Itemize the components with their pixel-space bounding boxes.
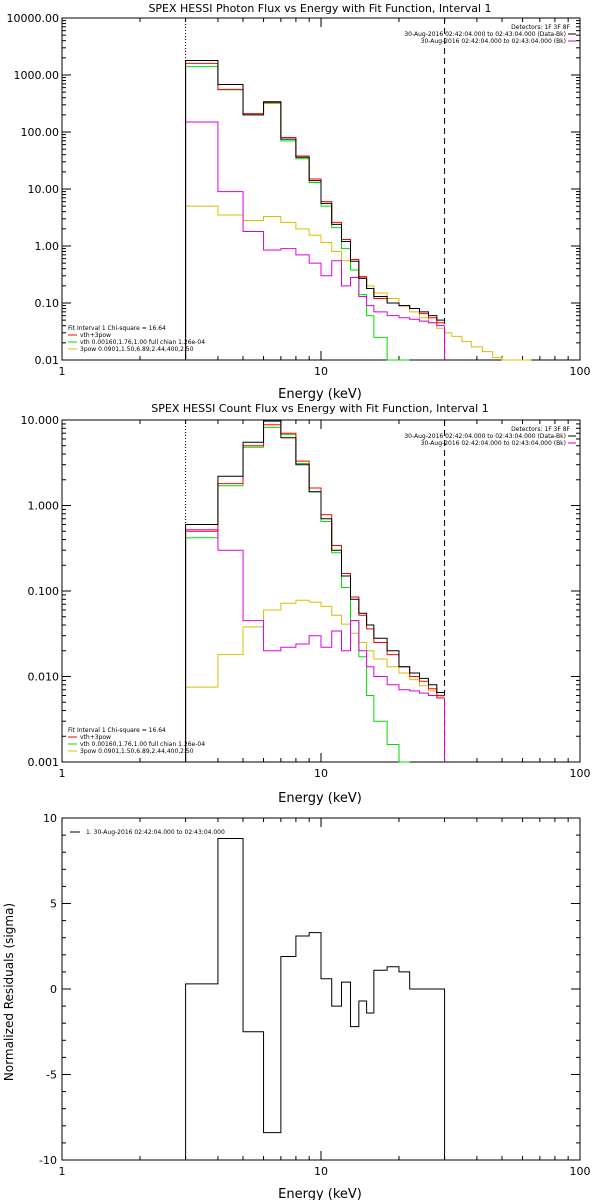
legend-entry: vth 0.00160,1.76,1.00 full chian 1.26e-0… [80,741,205,748]
y-tick-label: 0.010 [28,671,60,684]
legend-entry: vth 0.00160,1.76,1.00 full chian 1.26e-0… [80,339,205,346]
panel-title: SPEX HESSI Count Flux vs Energy with Fit… [151,402,488,415]
plot-frame [61,817,581,1161]
series-vth-0-00160-1-76-1-00-full-chian-1-26e-0 [185,426,410,763]
photon-flux-panel: SPEX HESSI Photon Flux vs Energy with Fi… [7,2,591,402]
legend-detectors: Detectors: 1F 3F 8F [511,426,570,433]
y-tick-label: 1.00 [35,240,60,253]
legend-detectors: Detectors: 1F 3F 8F [511,24,570,31]
y-tick-label: 0.001 [28,756,60,769]
y-tick-label: 0.01 [35,354,60,367]
y-tick-label: -5 [46,1069,57,1082]
x-axis-label: Energy (keV) [278,387,362,402]
x-tick-label: 10 [314,767,328,780]
series-vth-0-00160-1-76-1-00-full-chian-1-26e-0 [185,66,410,361]
legend-entry: 3pow 0.0901,1.50,6.89,2.44,400,2.50 [80,748,194,755]
y-tick-label: 1000.00 [14,69,60,82]
legend-entry: vth+3pow [80,332,111,339]
residual-histogram [185,838,446,1160]
series-30-aug-2016-02-42-04-000-to-02-43-04-000 [185,59,445,360]
y-tick-label: 10.000 [21,414,60,427]
y-tick-label: 0.100 [28,585,60,598]
residuals-panel: Energy (keV) Normalized Residuals (sigma… [2,812,591,1202]
count-flux-panel: SPEX HESSI Count Flux vs Energy with Fit… [21,402,591,806]
y-tick-label: 5 [50,898,57,911]
legend-data-label: 30-Aug-2016 02:42:04.000 to 02:43:04.000… [404,31,566,38]
series-3pow-0-0901-1-50-6-89-2-44-400-2-50 [185,205,445,360]
x-tick-label: 100 [570,365,591,378]
plot-frame [61,419,581,763]
x-tick-label: 100 [570,767,591,780]
series-vth-3pow [185,424,445,762]
y-axis-label: Normalized Residuals (sigma) [2,903,16,1081]
legend-bk-label: 30-Aug-2016 02:42:04.000 to 02:43:04.000… [421,38,566,45]
x-tick-label: 100 [570,1165,591,1178]
legend-bk-label: 30-Aug-2016 02:42:04.000 to 02:43:04.000… [421,440,566,447]
y-tick-label: 100.00 [21,126,60,139]
x-tick-label: 10 [314,365,328,378]
x-tick-label: 1 [59,365,66,378]
x-axis-label: Energy (keV) [278,1187,362,1200]
x-axis-label: Energy (keV) [278,791,362,806]
panel-title: SPEX HESSI Photon Flux vs Energy with Fi… [148,2,491,15]
y-tick-label: 10 [43,812,57,825]
legend-entry: vth+3pow [80,734,111,741]
y-tick-label: 0.10 [35,297,60,310]
legend-fit-interval: Fit Interval 1 Chi-square = 16.64 [68,727,166,734]
legend-entry: 1. 30-Aug-2016 02:42:04.000 to 02:43:04.… [86,829,225,836]
y-tick-label: 10000.00 [7,12,60,25]
series-30-aug-2016-02-42-04-000-to-02-43-04-000 [185,121,445,360]
x-tick-label: 10 [314,1165,328,1178]
x-tick-label: 1 [59,767,66,780]
y-tick-label: -10 [39,1154,57,1167]
series-vth-3pow [185,62,445,360]
series-3pow-0-0901-1-50-6-89-2-44-400-2-50 [185,599,445,762]
series-30-aug-2016-02-42-04-000-to-02-43-04-000 [185,420,445,762]
y-tick-label: 0 [50,983,57,996]
series-3pow-0-0901-1-50-6-89-2-44-400-2-50-extension [444,332,532,361]
legend-fit-interval: Fit Interval 1 Chi-square = 16.64 [68,325,166,332]
series-30-aug-2016-02-42-04-000-to-02-43-04-000 [185,529,445,762]
legend-data-label: 30-Aug-2016 02:42:04.000 to 02:43:04.000… [404,433,566,440]
legend-entry: 3pow 0.0901,1.50,6.89,2.44,400,2.50 [80,346,194,353]
y-tick-label: 10.00 [28,183,60,196]
x-tick-label: 1 [59,1165,66,1178]
y-tick-label: 1.000 [28,500,60,513]
